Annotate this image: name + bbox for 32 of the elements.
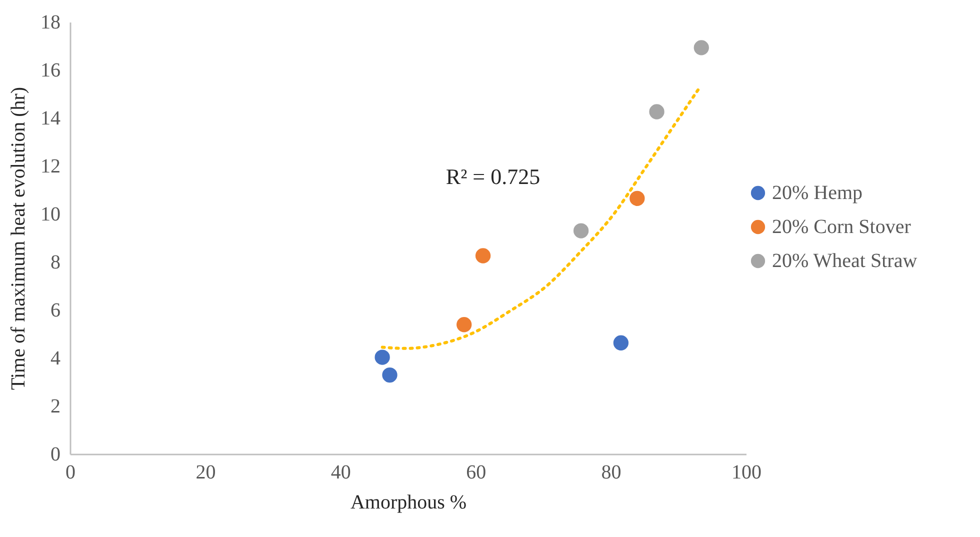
x-tick-label: 60: [466, 462, 486, 484]
legend-label: 20% Hemp: [772, 182, 863, 204]
point: [374, 350, 390, 365]
y-tick-label: 0: [50, 444, 60, 466]
point: [630, 190, 645, 206]
y-tick-label: 14: [40, 108, 60, 130]
y-tick-label: 6: [50, 300, 60, 322]
x-tick-label: 40: [330, 462, 351, 484]
x-axis-title: Amorphous %: [350, 492, 467, 514]
line-series: [380, 88, 700, 350]
point: [694, 40, 709, 56]
x-tick-label: 0: [66, 462, 76, 484]
legend-label: 20% Wheat Straw: [772, 250, 918, 272]
x-tick-label: 80: [601, 462, 622, 484]
y-tick-label: 4: [50, 348, 60, 370]
y-tick-label: 8: [50, 252, 60, 274]
y-tick-label: 12: [40, 156, 60, 178]
y-tick-label: 10: [40, 204, 60, 226]
y-tick-label: 16: [40, 60, 60, 82]
point: [382, 367, 398, 383]
point: [649, 104, 664, 120]
point: [573, 223, 589, 238]
y-tick-label: 2: [50, 396, 60, 418]
y-axis-title: Time of maximum heat evolution (hr): [8, 86, 30, 390]
x-tick-label: 100: [732, 462, 762, 484]
point: [456, 317, 472, 332]
point: [475, 248, 491, 264]
y-tick-label: 18: [40, 12, 60, 34]
annotation: R² = 0.725: [446, 164, 540, 189]
point: [613, 335, 629, 350]
x-tick-label: 20: [196, 462, 216, 484]
legend-label: 20% Corn Stover: [772, 216, 912, 238]
